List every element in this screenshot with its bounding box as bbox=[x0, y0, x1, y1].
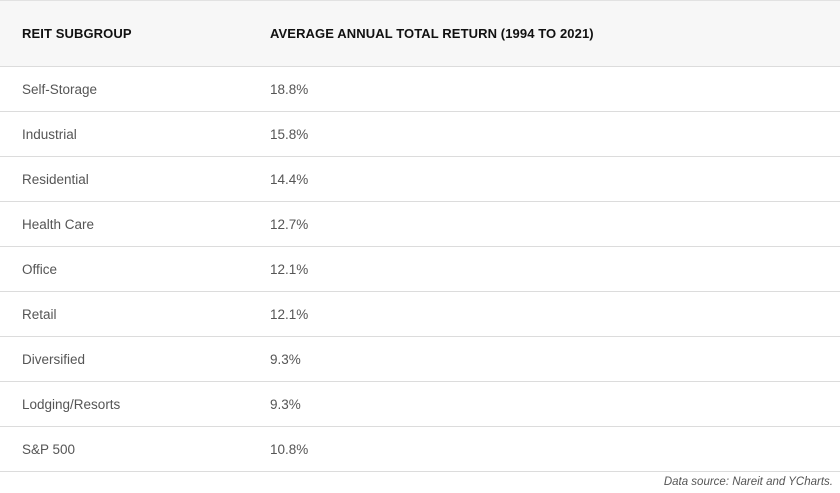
return-cell: 10.8% bbox=[270, 441, 309, 457]
returns-table-container: REIT SUBGROUP AVERAGE ANNUAL TOTAL RETUR… bbox=[0, 0, 840, 472]
table-row: Lodging/Resorts 9.3% bbox=[0, 381, 840, 427]
table-row: Health Care 12.7% bbox=[0, 201, 840, 247]
return-cell: 12.1% bbox=[270, 306, 309, 322]
subgroup-cell: Health Care bbox=[22, 216, 95, 232]
subgroup-cell: Diversified bbox=[22, 351, 86, 367]
table-row: Office 12.1% bbox=[0, 246, 840, 292]
return-cell: 12.1% bbox=[270, 261, 309, 277]
subgroup-cell: Office bbox=[22, 261, 58, 277]
return-cell: 9.3% bbox=[270, 351, 301, 367]
table-row: Diversified 9.3% bbox=[0, 336, 840, 382]
table-row: Retail 12.1% bbox=[0, 291, 840, 337]
return-cell: 15.8% bbox=[270, 126, 309, 142]
subgroup-cell: Lodging/Resorts bbox=[22, 396, 121, 412]
data-source-note: Data source: Nareit and YCharts. bbox=[663, 476, 833, 488]
table-row: Residential 14.4% bbox=[0, 156, 840, 202]
subgroup-cell: S&P 500 bbox=[22, 441, 76, 457]
subgroup-cell: Self-Storage bbox=[22, 81, 98, 97]
return-cell: 12.7% bbox=[270, 216, 309, 232]
header-reit-subgroup: REIT SUBGROUP bbox=[22, 26, 132, 41]
table-header: REIT SUBGROUP AVERAGE ANNUAL TOTAL RETUR… bbox=[0, 0, 840, 67]
header-row: REIT SUBGROUP AVERAGE ANNUAL TOTAL RETUR… bbox=[0, 0, 840, 67]
table-row: Industrial 15.8% bbox=[0, 111, 840, 157]
returns-table: REIT SUBGROUP AVERAGE ANNUAL TOTAL RETUR… bbox=[0, 0, 840, 472]
subgroup-cell: Industrial bbox=[22, 126, 77, 142]
subgroup-cell: Residential bbox=[22, 171, 89, 187]
return-cell: 9.3% bbox=[270, 396, 301, 412]
return-cell: 14.4% bbox=[270, 171, 309, 187]
return-cell: 18.8% bbox=[270, 81, 309, 97]
table-row: S&P 500 10.8% bbox=[0, 426, 840, 472]
table-row: Self-Storage 18.8% bbox=[0, 66, 840, 112]
table-body: Self-Storage 18.8% Industrial 15.8% Resi… bbox=[0, 66, 840, 472]
header-average-annual-return: AVERAGE ANNUAL TOTAL RETURN (1994 TO 202… bbox=[270, 26, 594, 41]
subgroup-cell: Retail bbox=[22, 306, 57, 322]
